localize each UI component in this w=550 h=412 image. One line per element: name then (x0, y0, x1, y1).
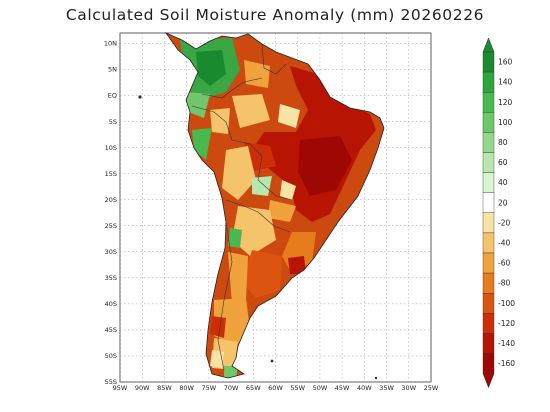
colorbar-swatch (482, 333, 495, 354)
lat-tick-label: 50S (105, 352, 117, 360)
colorbar-top-arrow (482, 37, 495, 53)
lat-tick-label: 5S (109, 118, 117, 126)
lat-tick-label: 25S (105, 222, 117, 230)
lon-tick-label: 75W (202, 384, 217, 392)
lon-tick-label: 40W (357, 384, 372, 392)
colorbar-level-label: 120 (498, 98, 513, 107)
lon-tick-label: 80W (179, 384, 194, 392)
colorbar-bottom-arrow (482, 373, 495, 389)
falkland-islands (270, 359, 274, 363)
lon-tick-label: 50W (313, 384, 328, 392)
lat-tick-label: EQ (108, 92, 117, 100)
colorbar-swatch (482, 212, 495, 234)
colorbar-level-label: -160 (498, 359, 515, 368)
colorbar: 160 140 120 100 80 60 40 20 -20 -40 -60 -80 -100 -120… (482, 37, 515, 389)
lon-tick-label: 85W (157, 384, 172, 392)
colorbar-level-label: -100 (498, 299, 515, 308)
colorbar-swatch (482, 232, 495, 254)
south-georgia (374, 376, 378, 380)
map-title: Calculated Soil Moisture Anomaly (mm) 20… (65, 6, 485, 24)
colorbar-swatch (482, 293, 495, 314)
colorbar-swatch (482, 252, 495, 274)
colorbar-swatch (482, 152, 495, 173)
lat-tick-label: 35S (105, 274, 117, 282)
colorbar-level-label: -60 (498, 259, 510, 268)
colorbar-level-label: -40 (498, 238, 510, 247)
lon-tick-label: 45W (335, 384, 350, 392)
lat-tick-label: 10N (104, 40, 117, 48)
colorbar-swatch (482, 112, 495, 133)
lon-tick-label: 35W (379, 384, 394, 392)
lat-tick-label: 45S (105, 326, 117, 334)
coastline (164, 32, 385, 379)
lat-tick-label: 40S (105, 300, 117, 308)
colorbar-level-label: 80 (498, 138, 508, 147)
colorbar-swatch (482, 172, 495, 193)
colorbar-level-label: 40 (498, 178, 508, 187)
colorbar-swatch (482, 91, 495, 113)
lon-tick-label: 25W (424, 384, 439, 392)
lon-tick-label: 55W (290, 384, 305, 392)
colorbar-swatch (482, 51, 495, 73)
colorbar-level-label: 100 (498, 118, 513, 127)
lon-tick-label: 30W (401, 384, 416, 392)
colorbar-level-label: 60 (498, 158, 508, 167)
lat-tick-label: 20S (105, 196, 117, 204)
galapagos-islands (138, 95, 142, 99)
colorbar-level-label: -140 (498, 339, 515, 348)
colorbar-swatch (482, 192, 495, 213)
colorbar-level-label: 160 (498, 58, 513, 67)
colorbar-level-label: 140 (498, 78, 513, 87)
lon-tick-label: 60W (268, 384, 283, 392)
longitude-labels: 95W 90W 85W 80W 75W 70W 65W 60W 55W 50W 45W 40W 35W 3… (113, 384, 439, 392)
colorbar-swatch (482, 272, 495, 294)
colorbar-swatch (482, 353, 495, 374)
colorbar-level-label: 20 (498, 198, 508, 207)
lon-tick-label: 95W (113, 384, 128, 392)
colorbar-swatch (482, 71, 495, 93)
colorbar-swatch (482, 132, 495, 153)
lon-tick-label: 70W (224, 384, 239, 392)
lat-tick-label: 5N (108, 66, 117, 74)
colorbar-level-label: -120 (498, 319, 515, 328)
lat-tick-label: 10S (105, 144, 117, 152)
colorbar-level-label: -80 (498, 279, 510, 288)
lon-tick-label: 65W (246, 384, 261, 392)
colorbar-swatch (482, 313, 495, 334)
latitude-labels: 10N 5N EQ 5S 10S 15S 20S 25S 30S 35S 40S 45S 50S 55S (104, 40, 117, 387)
lon-tick-label: 90W (135, 384, 150, 392)
lat-tick-label: 15S (105, 170, 117, 178)
lat-tick-label: 30S (105, 248, 117, 256)
country-borders (191, 43, 293, 371)
colorbar-level-label: -20 (498, 218, 510, 227)
lat-tick-label: 55S (105, 378, 117, 386)
